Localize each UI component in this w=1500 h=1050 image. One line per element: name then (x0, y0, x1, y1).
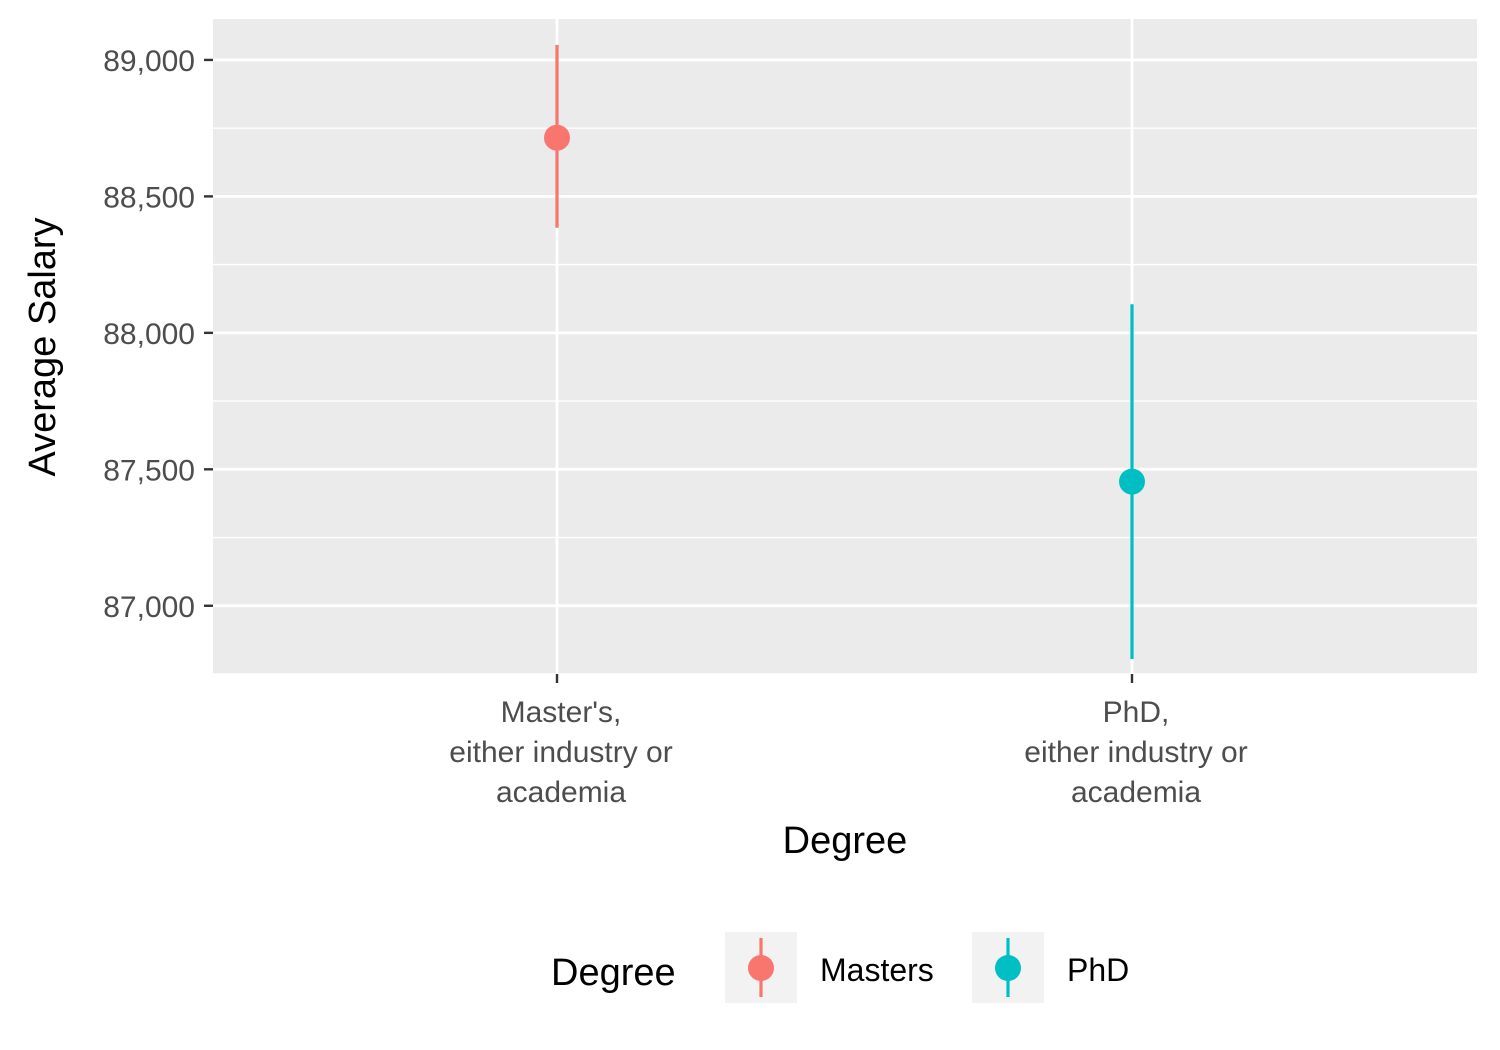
plot-panel (213, 19, 1477, 674)
x-tick-label: academia (496, 776, 626, 809)
x-axis: Master's, either industry or academia PhD, e… (449, 674, 1248, 809)
minor-gridlines (213, 127, 1477, 675)
legend: Degree Masters PhD (551, 932, 1129, 1003)
data-point (1119, 468, 1145, 495)
legend-key-point (995, 955, 1021, 981)
x-tick-label: either industry or (1024, 736, 1247, 769)
y-tick-label: 87,500 (103, 454, 195, 487)
legend-key-point (748, 955, 774, 981)
legend-title: Degree (551, 952, 676, 994)
y-axis-title: Average Salary (22, 217, 64, 476)
data-marks (544, 44, 1145, 659)
y-tick-label: 88,500 (103, 181, 195, 214)
y-axis: 87,000 87,500 88,000 88,500 89,000 (103, 45, 213, 624)
data-point (544, 124, 570, 151)
x-tick-label: PhD, (1103, 696, 1170, 729)
x-tick-label: either industry or (449, 736, 672, 769)
x-tick-label: Master's, (501, 696, 622, 729)
x-tick-label: academia (1071, 776, 1201, 809)
legend-label: Masters (820, 952, 934, 988)
y-tick-label: 87,000 (103, 591, 195, 624)
x-axis-title: Degree (783, 820, 908, 862)
legend-label: PhD (1067, 952, 1129, 988)
y-tick-label: 88,000 (103, 318, 195, 351)
y-tick-label: 89,000 (103, 45, 195, 78)
